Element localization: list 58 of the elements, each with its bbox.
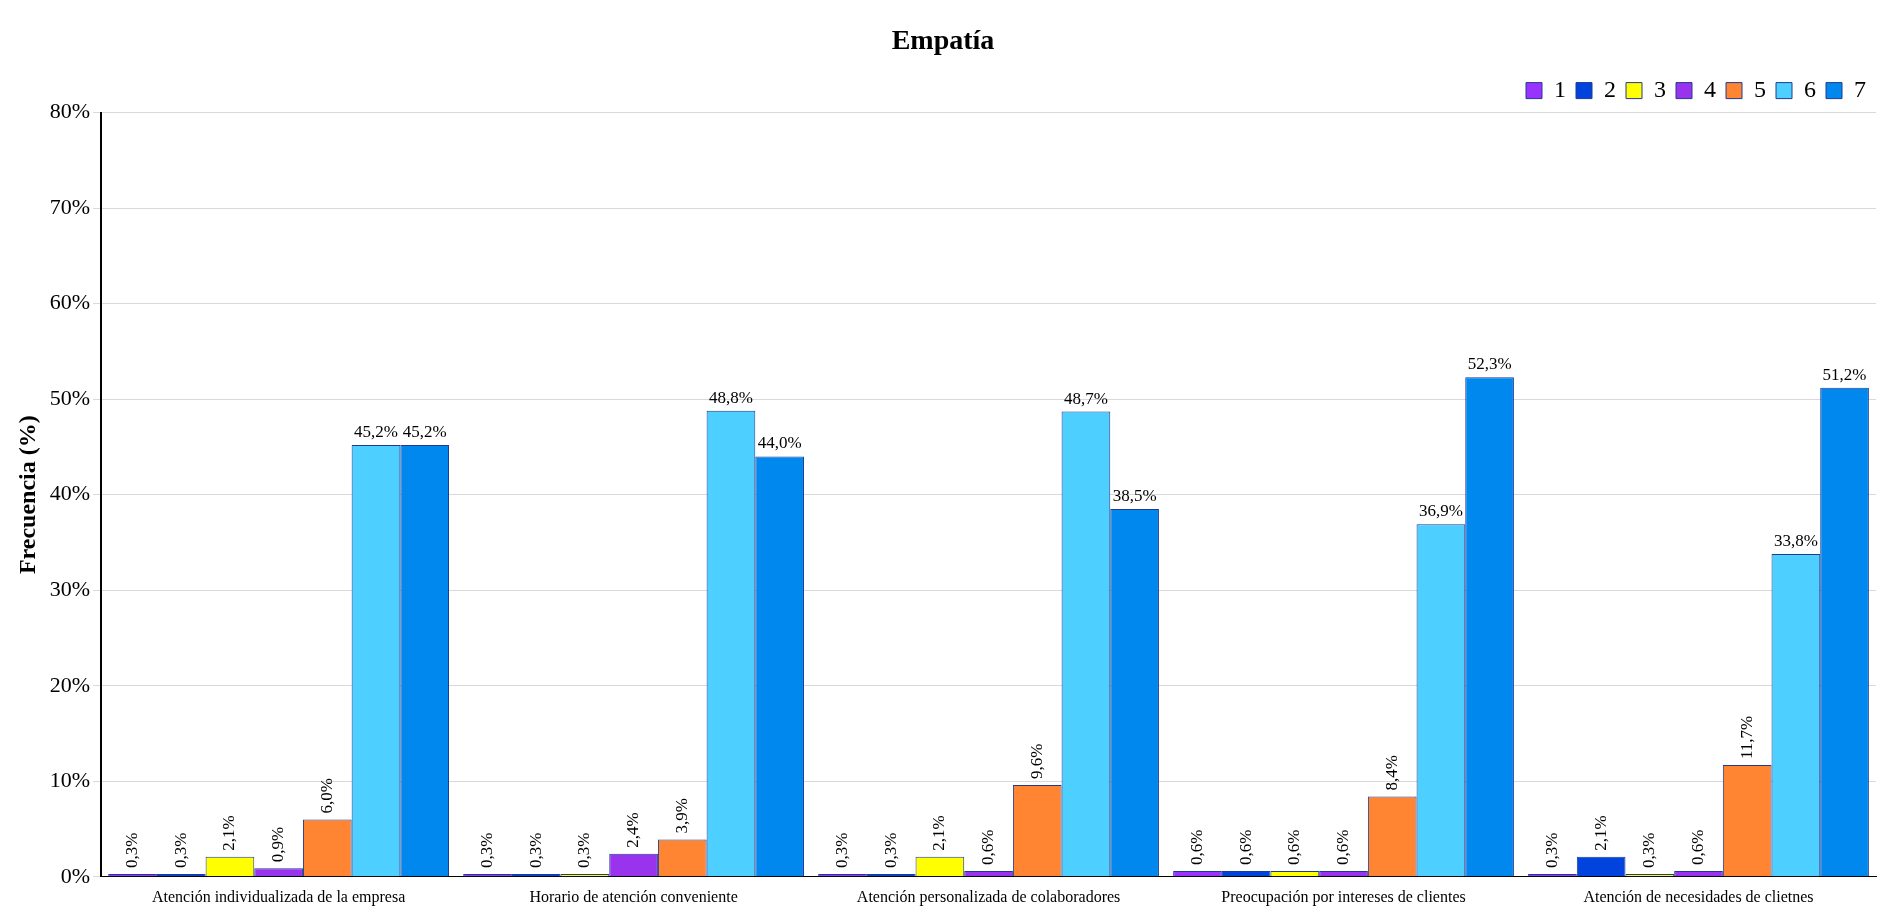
data-label: 0,3% (1541, 832, 1561, 868)
y-tick-label: 0% (60, 862, 91, 888)
y-tick-label: 20% (49, 671, 91, 697)
y-tick-label: 70% (49, 193, 91, 219)
data-label: 0,3% (1639, 832, 1659, 868)
y-tick-label: 40% (49, 480, 91, 506)
data-label: 3,9% (671, 798, 691, 834)
x-tick-label: Atención de necesidades de clietnes (1583, 887, 1814, 905)
y-tick-label: 50% (49, 384, 91, 410)
data-label: 0,6% (1235, 829, 1255, 866)
chart-title: Empatía (891, 24, 995, 56)
data-label: 11,7% (1736, 715, 1756, 760)
data-label: 48,8% (708, 387, 753, 407)
data-label: 45,2% (402, 422, 447, 441)
data-label: 2,1% (929, 815, 949, 851)
data-label: 2,1% (1590, 815, 1610, 851)
x-tick-label: Atención individualizada de la empresa (152, 887, 406, 906)
data-label: 9,6% (1026, 743, 1046, 780)
data-label: 0,9% (268, 826, 288, 863)
data-label: 2,1% (219, 815, 239, 851)
data-label: 0,3% (122, 832, 142, 868)
data-label: 8,4% (1381, 755, 1401, 791)
legend-label: 4 (1704, 75, 1716, 102)
y-tick-label: 60% (49, 289, 91, 315)
legend-label: 6 (1804, 75, 1816, 102)
legend-label: 1 (1554, 75, 1566, 102)
data-label: 52,3% (1467, 354, 1512, 374)
data-label: 51,2% (1822, 364, 1867, 384)
data-label: 0,3% (170, 832, 190, 868)
data-label: 2,4% (623, 812, 643, 848)
data-label: 0,6% (978, 829, 998, 866)
data-label: 0,6% (1687, 829, 1707, 866)
data-label: 0,6% (1186, 829, 1206, 866)
data-label: 0,3% (477, 832, 497, 868)
data-label: 0,3% (574, 832, 594, 868)
data-label: 0,6% (1333, 829, 1353, 866)
data-label: 36,9% (1418, 501, 1463, 521)
legend-label: 5 (1754, 75, 1766, 102)
x-tick-label: Preocupación por intereses de clientes (1221, 887, 1466, 906)
y-axis-title: Frecuencia (%) (13, 415, 40, 575)
y-tick-label: 80% (49, 98, 91, 124)
legend-label: 3 (1654, 75, 1666, 102)
data-label: 44,0% (757, 433, 802, 453)
data-label: 0,3% (525, 832, 545, 868)
data-label: 6,0% (316, 778, 336, 814)
data-label: 38,5% (1112, 486, 1157, 505)
data-label: 33,8% (1773, 530, 1818, 550)
legend-label: 7 (1854, 75, 1866, 102)
data-label: 0,3% (831, 832, 851, 868)
y-tick-label: 30% (49, 576, 91, 602)
data-label: 48,7% (1063, 388, 1108, 408)
y-tick-label: 10% (49, 767, 91, 793)
data-label: 0,6% (1284, 829, 1304, 866)
x-tick-label: Atención personalizada de colaboradores (856, 887, 1121, 906)
data-label: 0,3% (880, 832, 900, 868)
x-tick-label: Horario de atención conveniente (529, 887, 738, 905)
legend-label: 2 (1604, 75, 1616, 102)
data-label: 45,2% (354, 422, 398, 441)
